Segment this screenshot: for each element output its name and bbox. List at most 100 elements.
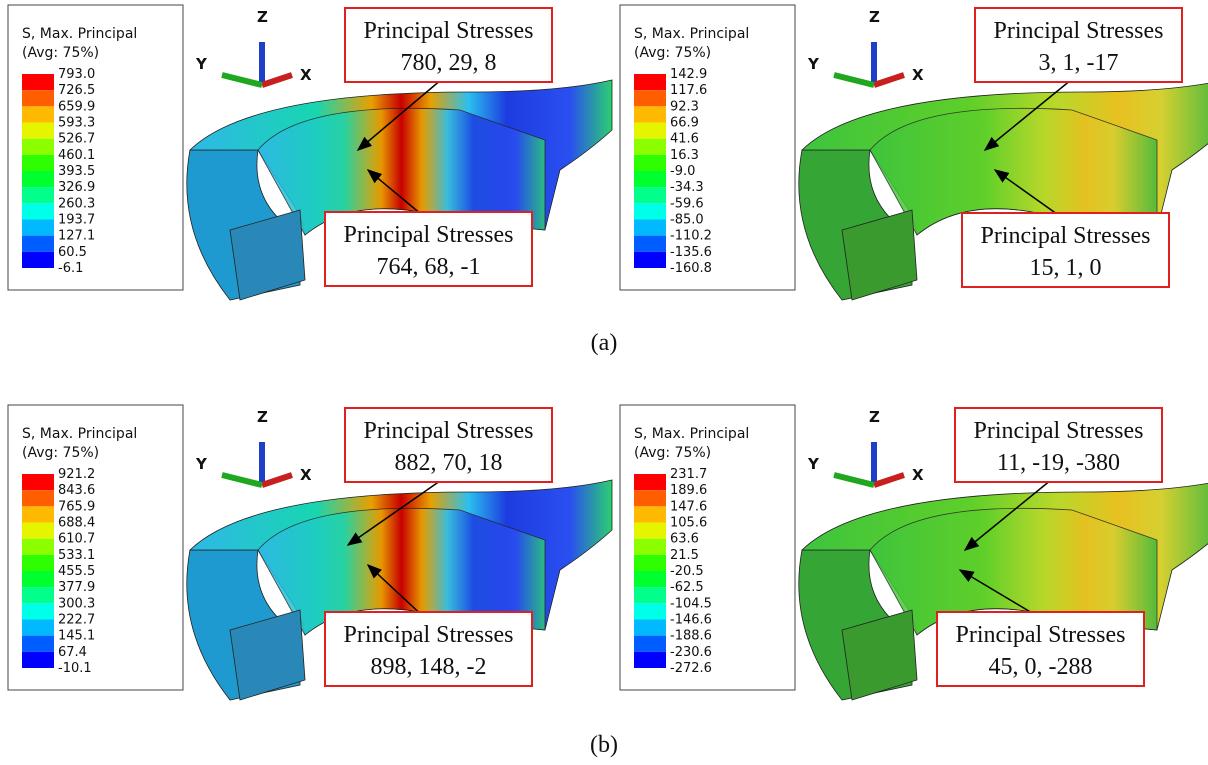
legend-subtitle: (Avg: 75%) [634, 45, 711, 61]
legend-value: 533.1 [58, 548, 95, 563]
panel: S, Max. Principal(Avg: 75%)921.2843.6765… [8, 405, 612, 700]
legend-swatch [634, 587, 666, 603]
legend-swatch [22, 555, 54, 571]
axis-y [222, 75, 262, 85]
legend-value: 843.6 [58, 483, 95, 498]
legend-swatch [22, 652, 54, 668]
legend-value: -146.6 [670, 613, 712, 628]
legend-value: 21.5 [670, 548, 699, 563]
legend-value: 726.5 [58, 83, 95, 98]
legend-swatch [22, 603, 54, 619]
legend-swatch [22, 506, 54, 522]
legend-value: 222.7 [58, 613, 95, 628]
legend-swatch [634, 187, 666, 203]
callout-title: Principal Stresses [364, 18, 534, 44]
legend-swatch [22, 571, 54, 587]
legend-value: -9.0 [670, 164, 695, 179]
legend-swatch [634, 523, 666, 539]
legend-value: -10.1 [58, 661, 92, 676]
callout-values: 11, -19, -380 [997, 450, 1120, 476]
legend-value: 92.3 [670, 99, 699, 114]
legend-subtitle: (Avg: 75%) [22, 45, 99, 61]
legend-swatch [634, 620, 666, 636]
legend-value: 67.4 [58, 645, 87, 660]
callout-values: 882, 70, 18 [395, 450, 503, 476]
legend-swatch [634, 539, 666, 555]
callout-title: Principal Stresses [974, 418, 1144, 444]
legend-value: 189.6 [670, 483, 707, 498]
legend-swatch [22, 187, 54, 203]
legend-value: -104.5 [670, 596, 712, 611]
legend-subtitle: (Avg: 75%) [634, 445, 711, 461]
legend-value: 193.7 [58, 213, 95, 228]
legend-swatch [634, 139, 666, 155]
axis-label: X [912, 66, 924, 84]
legend-value: 231.7 [670, 467, 707, 482]
legend-value: -59.6 [670, 196, 704, 211]
axis-label: Z [257, 408, 268, 426]
legend-value: -34.3 [670, 180, 704, 195]
legend-value: 526.7 [58, 132, 95, 147]
caption: (b) [590, 732, 618, 758]
legend-swatch [22, 620, 54, 636]
legend-value: 765.9 [58, 499, 95, 514]
legend-value: 688.4 [58, 516, 95, 531]
axis-x [262, 475, 292, 485]
axis-label: X [912, 466, 924, 484]
axis-label: X [300, 66, 312, 84]
legend-swatch [634, 203, 666, 219]
figure: (a) (b) S, Max. Principal (Avg: 75%) 793.0… [0, 0, 1208, 765]
legend-value: 659.9 [58, 99, 95, 114]
legend-swatch [22, 474, 54, 490]
callout-title: Principal Stresses [344, 622, 514, 648]
legend-swatch [634, 490, 666, 506]
axis-x [874, 75, 904, 85]
legend-value: 393.5 [58, 164, 95, 179]
legend-swatch [634, 90, 666, 106]
legend-value: 377.9 [58, 580, 95, 595]
legend-title: S, Max. Principal [634, 26, 749, 42]
legend-swatch [634, 171, 666, 187]
legend-value: 145.1 [58, 629, 95, 644]
panel: S, Max. Principal(Avg: 75%)142.9117.692.… [620, 5, 1208, 300]
legend-value: 260.3 [58, 196, 95, 211]
legend-swatch [22, 123, 54, 139]
legend-value: -230.6 [670, 645, 712, 660]
legend-value: -160.8 [670, 261, 712, 276]
axis-y [834, 475, 874, 485]
legend-subtitle: (Avg: 75%) [22, 445, 99, 461]
axis-label: Y [195, 55, 208, 73]
caption: (a) [591, 330, 618, 356]
legend-swatch [634, 603, 666, 619]
legend-swatch [634, 74, 666, 90]
legend-swatch [22, 90, 54, 106]
callout-values: 3, 1, -17 [1039, 50, 1119, 76]
legend-title: S, Max. Principal [22, 26, 137, 42]
callout-values: 780, 29, 8 [401, 50, 497, 76]
legend-value: -272.6 [670, 661, 712, 676]
legend-value: 610.7 [58, 532, 95, 547]
legend-value: 127.1 [58, 229, 95, 244]
legend-swatch [22, 171, 54, 187]
axis-x [262, 75, 292, 85]
legend-value: 60.5 [58, 245, 87, 260]
legend-swatch [22, 203, 54, 219]
legend-value: 16.3 [670, 148, 699, 163]
axis-y [834, 75, 874, 85]
legend-swatch [22, 155, 54, 171]
legend-value: -6.1 [58, 261, 83, 276]
legend-value: -188.6 [670, 629, 712, 644]
callout-values: 15, 1, 0 [1030, 255, 1102, 281]
legend-value: 66.9 [670, 116, 699, 131]
legend-swatch [634, 555, 666, 571]
legend-value: 300.3 [58, 596, 95, 611]
legend-swatch [634, 106, 666, 122]
legend-value: 793.0 [58, 67, 95, 82]
legend-swatch [634, 123, 666, 139]
axis-label: Z [869, 408, 880, 426]
axis-label: X [300, 466, 312, 484]
legend-value: 142.9 [670, 67, 707, 82]
callout-title: Principal Stresses [344, 222, 514, 248]
legend-swatch [22, 106, 54, 122]
legend-swatch [634, 220, 666, 236]
